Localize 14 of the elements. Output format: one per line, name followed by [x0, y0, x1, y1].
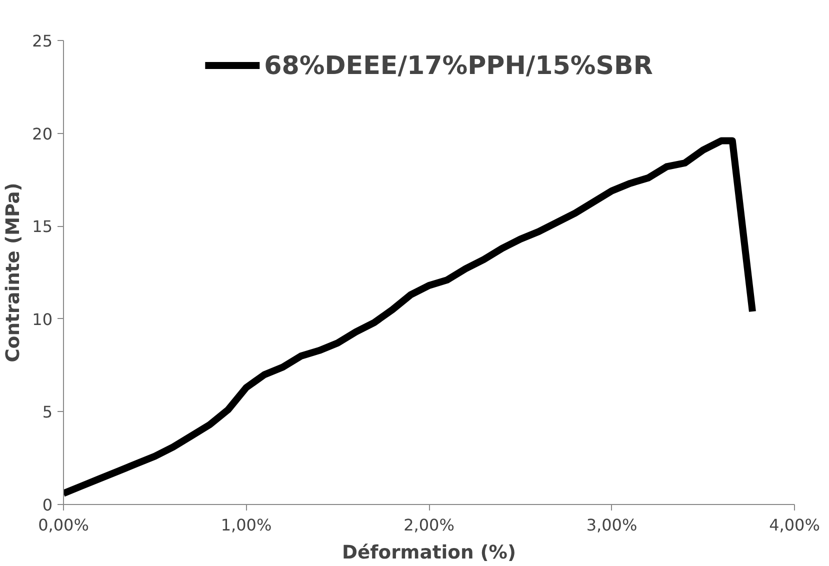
x-tick-label: 2,00%: [404, 516, 454, 534]
y-tick-label: 25: [32, 32, 52, 50]
x-tick-label: 0,00%: [38, 516, 89, 534]
x-tick-label: 1,00%: [220, 516, 272, 534]
y-tick-label: 5: [42, 402, 53, 422]
y-tick-label: 0: [42, 496, 53, 514]
y-axis-title: Contrainte (MPa): [3, 182, 24, 362]
y-tick-label: 15: [32, 217, 52, 236]
x-tick-label: 3,00%: [586, 516, 638, 534]
x-tick-label: 4,00%: [769, 516, 820, 534]
y-tick-label: 20: [32, 124, 52, 144]
legend-label: 68%DEEE/17%PPH/15%SBR: [264, 50, 653, 80]
y-tick-label: 10: [32, 310, 52, 329]
x-axis-title: Déformation (%): [342, 542, 516, 564]
